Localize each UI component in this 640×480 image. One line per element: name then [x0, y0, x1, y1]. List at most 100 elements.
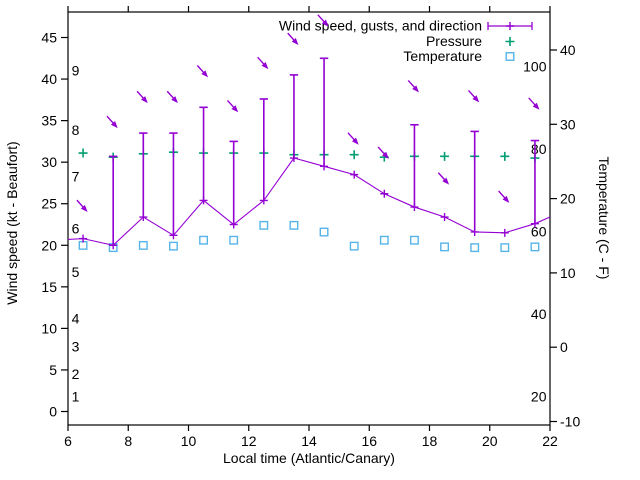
arrow-head — [412, 85, 419, 93]
wind-point-marker — [350, 170, 359, 179]
arrow-head — [351, 137, 359, 145]
arrow-head — [261, 62, 269, 70]
arrow-head — [321, 19, 329, 27]
fahrenheit-scale-label: 40 — [531, 306, 547, 322]
arrow-head — [201, 70, 209, 78]
beaufort-scale-label: 7 — [72, 168, 80, 184]
beaufort-scale-label: 6 — [72, 221, 80, 237]
wind-direction-arrow — [347, 132, 359, 145]
sample-plus — [505, 37, 515, 46]
pressure-point-marker — [500, 151, 510, 161]
arrow-head — [141, 96, 148, 104]
x-tick-label: 12 — [241, 433, 257, 449]
temperature-point-marker — [168, 241, 178, 251]
y-left-tick-label: 40 — [41, 71, 57, 87]
x-tick-label: 16 — [361, 433, 377, 449]
wind-direction-arrow — [287, 32, 299, 45]
fahrenheit-scale-label: 20 — [531, 389, 547, 405]
wind-point-marker — [199, 196, 208, 205]
beaufort-scale-label: 1 — [72, 389, 80, 405]
wind-point-marker — [380, 189, 389, 198]
wind-point-marker — [109, 241, 118, 250]
wind-direction-arrow — [136, 90, 148, 104]
temperature-point-marker — [470, 243, 480, 253]
wind-direction-arrow — [528, 97, 540, 110]
wind-point-marker — [229, 220, 238, 229]
temperature-point-marker — [530, 242, 540, 252]
arrow-head — [80, 204, 88, 213]
temperature-point-marker — [440, 242, 450, 252]
y-left-tick-label: 45 — [41, 30, 57, 46]
pressure-point-marker — [440, 151, 450, 161]
y-left-tick-label: 35 — [41, 113, 57, 129]
wind-direction-arrow — [76, 199, 88, 213]
arrow-head — [231, 105, 239, 113]
temperature-point-marker — [319, 227, 329, 237]
wind-direction-arrow — [407, 79, 419, 93]
temperature-point-marker — [78, 240, 88, 250]
legend-label-temperature: Temperature — [403, 48, 482, 64]
wind-direction-arrow — [498, 190, 510, 203]
arrow-head — [171, 96, 178, 104]
y-left-tick-label: 25 — [41, 196, 57, 212]
arrow-head — [472, 95, 480, 103]
y-left-tick-label: 30 — [41, 154, 57, 170]
wind-direction-arrow — [196, 65, 209, 78]
sample-plus — [506, 22, 514, 30]
legend-label-wind: Wind speed, gusts, and direction — [279, 18, 482, 34]
wind-point-marker — [530, 219, 539, 228]
temperature-point-marker — [349, 241, 359, 251]
temperature-point-marker — [500, 243, 510, 253]
data-series — [67, 57, 551, 253]
wind-point-marker — [500, 228, 509, 237]
beaufort-scale-label: 9 — [72, 63, 80, 79]
wind-direction-arrow — [226, 99, 239, 113]
wind-point-marker — [470, 227, 479, 236]
wind-direction-arrow — [166, 90, 178, 104]
x-tick-label: 8 — [124, 433, 132, 449]
wind-point-marker — [139, 213, 148, 222]
arrow-head — [502, 195, 510, 203]
temperature-point-marker — [229, 235, 239, 245]
temperature-point-marker — [138, 240, 148, 250]
beaufort-scale-label: 8 — [72, 122, 80, 138]
beaufort-scale-label: 4 — [72, 310, 80, 326]
fahrenheit-scale-label: 60 — [531, 224, 547, 240]
x-axis-title: Local time (Atlantic/Canary) — [223, 450, 395, 466]
wind-speed-line — [67, 157, 551, 246]
y-right-tick-label: 10 — [560, 265, 576, 281]
legend-sample-icons — [487, 22, 533, 61]
y-right-tick-label: -10 — [560, 414, 580, 430]
x-tick-label: 20 — [482, 433, 498, 449]
wind-point-marker — [410, 203, 419, 212]
wind-point-marker — [289, 154, 298, 163]
x-tick-label: 6 — [64, 433, 72, 449]
wind-direction-arrow — [106, 115, 118, 129]
x-tick-label: 14 — [301, 433, 317, 449]
beaufort-scale-label: 2 — [72, 366, 80, 382]
x-tick-label: 18 — [422, 433, 438, 449]
temperature-point-marker — [289, 220, 299, 230]
fahrenheit-scale-label: 80 — [531, 141, 547, 157]
y-right-tick-label: 0 — [560, 339, 568, 355]
wind-direction-arrow — [377, 146, 389, 159]
wind-errorbar-sample-icon — [487, 22, 533, 30]
arrow-head — [442, 177, 450, 185]
axes: 6 8 10 12 14 16 18 20 22051015202530354045-10010… — [41, 6, 580, 449]
arrow-head — [291, 37, 299, 45]
y-left-tick-label: 15 — [41, 279, 57, 295]
arrow-head — [382, 151, 389, 159]
y-right-tick-label: 30 — [560, 116, 576, 132]
wind-point-marker — [440, 213, 449, 222]
y-left-tick-label: 10 — [41, 320, 57, 336]
wind-point-marker — [259, 196, 268, 205]
pressure-point-marker — [349, 150, 359, 160]
wind-direction-arrow — [437, 172, 450, 185]
pressure-point-marker — [78, 148, 88, 158]
x-tick-label: 10 — [181, 433, 197, 449]
beaufort-scale-label: 3 — [72, 339, 80, 355]
wind-point-marker — [169, 231, 178, 240]
sample-square — [505, 52, 515, 61]
temperature-square-icon — [505, 52, 515, 61]
